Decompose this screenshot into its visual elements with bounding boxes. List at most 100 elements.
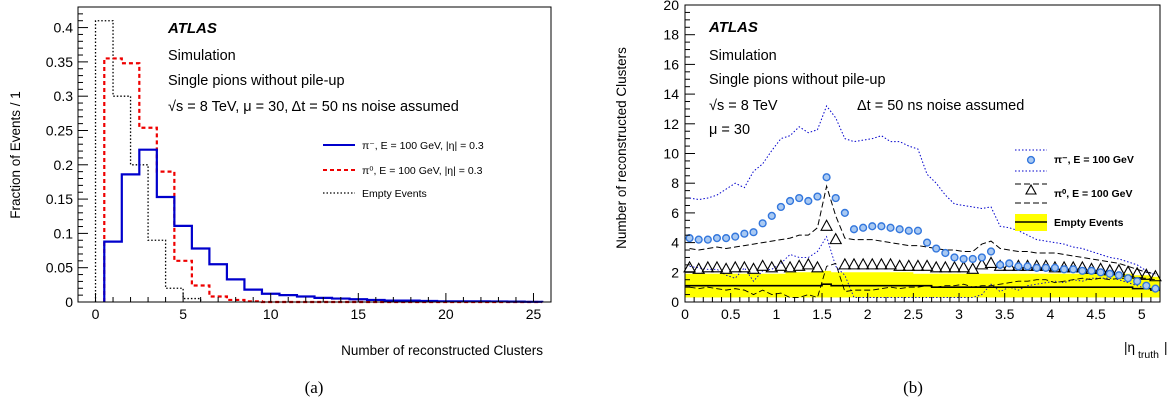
panel-b-x-tick-label: 3 <box>955 306 963 322</box>
pi-minus-marker <box>822 173 831 182</box>
panel-b-x-tick-label: 2 <box>864 306 872 322</box>
pi-zero-marker <box>719 262 733 274</box>
series-pi-zero-hist <box>103 57 543 304</box>
pi-minus-marker <box>941 248 950 258</box>
pi-minus-marker <box>1105 269 1114 278</box>
panel-a-conditions: √s = 8 TeV, μ = 30, Δt = 50 ns noise ass… <box>168 99 459 115</box>
panel-a-y-tick-label: 0.4 <box>54 20 74 36</box>
legend-spacer <box>1015 187 1047 209</box>
pi-minus-marker <box>1005 259 1014 268</box>
panel-b-x-tick-label: 1.5 <box>812 306 832 322</box>
pi-zero-marker <box>829 232 843 245</box>
pi-zero-marker <box>765 260 779 273</box>
panel-a-y-tick-label: 0.25 <box>46 122 73 138</box>
pi-zero-marker <box>874 257 888 270</box>
legend-label-empty-b: Empty Events <box>1054 217 1124 229</box>
panel-b-x-axis-label-bar: | <box>1164 340 1168 355</box>
pi-minus-marker <box>859 223 868 232</box>
empty-events-band <box>685 270 1160 298</box>
pi-zero-marker <box>929 260 943 273</box>
pi-minus-marker <box>886 223 895 232</box>
panel-a-y-tick-label: 0.1 <box>54 225 74 241</box>
pi-minus-marker <box>703 235 712 244</box>
legend-label-pi-minus: π⁻, E = 100 GeV, |η| = 0.3 <box>362 140 484 152</box>
pi-minus-marker <box>767 211 776 220</box>
pi-minus-marker <box>813 192 822 201</box>
pi-minus-marker <box>731 232 740 241</box>
legend-label-pi-zero-b: π⁰, E = 100 GeV <box>1054 188 1133 200</box>
pi-zero-marker <box>938 260 952 273</box>
pi-zero-marker <box>728 260 742 273</box>
panel-b-x-tick-label: 4.5 <box>1086 306 1106 322</box>
pi-minus-marker <box>932 244 941 253</box>
panel-a-x-ticks: 0 5 10 15 20 25 <box>77 293 552 322</box>
panel-b-x-ticks: 0 0.5 1 1.5 2 2.5 3 3.5 4 4.5 5 <box>681 293 1161 322</box>
panel-b-simulation: Simulation <box>709 48 777 64</box>
pi-minus-marker <box>904 226 913 235</box>
panel-b-x-tick-label: 1 <box>772 306 780 322</box>
legend-label-pi-zero: π⁰, E = 100 GeV, |η| = 0.3 <box>362 165 483 177</box>
panel-b-x-tick-label: 0.5 <box>721 306 741 322</box>
panel-a-y-tick-label: 0 <box>65 294 73 310</box>
pi-zero-marker <box>948 260 961 273</box>
panel-a-y-tick-label: 0.2 <box>54 157 74 173</box>
pi-zero-marker <box>737 260 751 273</box>
panel-a-plot-area <box>94 20 544 304</box>
pi-minus-marker <box>776 202 786 212</box>
pi-minus-marker <box>694 235 703 244</box>
panel-b-x-axis-label: |η truth | <box>1124 340 1168 361</box>
pi-minus-marker <box>922 238 932 247</box>
pi-minus-marker <box>1078 266 1087 275</box>
pi-minus-marker <box>1123 274 1133 283</box>
panel-a-x-tick-label: 0 <box>92 306 100 322</box>
panel-a-y-ticks: 0 0.05 0.1 0.15 0.2 0.25 0.3 0.35 0.4 <box>46 6 88 310</box>
panel-a-y-tick-label: 0.05 <box>46 260 73 276</box>
pi-minus-marker <box>795 193 804 203</box>
panel-b-y-ticks: 0 2 4 6 8 10 12 14 16 18 20 <box>663 0 695 310</box>
pi-minus-marker <box>1114 271 1123 280</box>
panel-b-x-tick-label: 4 <box>1046 306 1054 322</box>
pi-zero-marker <box>774 259 788 271</box>
pi-minus-marker <box>1023 262 1032 271</box>
panel-b-noise: Δt = 50 ns noise assumed <box>857 98 1024 114</box>
panel-b-plot-area <box>683 104 1162 299</box>
panel-b-pileup: μ = 30 <box>709 122 750 138</box>
pi-minus-upper-band <box>689 104 1156 276</box>
pi-zero-marker <box>856 257 870 270</box>
pi-zero-marker <box>747 262 760 274</box>
pi-minus-marker <box>959 254 968 264</box>
pi-minus-marker <box>1133 277 1142 286</box>
pi-minus-marker <box>895 225 904 234</box>
pi-minus-marker <box>785 196 795 206</box>
pi-minus-marker <box>831 193 840 203</box>
panel-b-y-tick-label: 12 <box>663 116 679 132</box>
panel-a-legend: π⁻, E = 100 GeV, |η| = 0.3 π⁰, E = 100 G… <box>323 140 484 200</box>
pi-zero-marker <box>975 257 989 270</box>
panel-a-atlas-label: ATLAS <box>167 20 217 37</box>
pi-minus-marker <box>1059 265 1069 274</box>
pi-minus-marker <box>1142 281 1151 290</box>
panel-a-x-tick-label: 15 <box>351 306 367 322</box>
panel-a-x-tick-label: 5 <box>179 306 187 322</box>
pi-minus-marker <box>849 225 859 234</box>
panel-b-y-tick-label: 20 <box>663 0 679 13</box>
pi-minus-marker <box>1151 284 1160 293</box>
panel-a-x-tick-label: 25 <box>526 306 542 322</box>
pi-zero-marker <box>966 262 980 274</box>
panel-a-description: Single pions without pile-up <box>168 73 345 89</box>
panel-b-y-axis-label: Number of reconstructed Clusters <box>614 47 629 249</box>
panel-a-y-tick-label: 0.3 <box>54 88 74 104</box>
legend-label-pi-minus-b: π⁻, E = 100 GeV <box>1054 154 1134 166</box>
pi-zero-marker <box>911 259 925 271</box>
pi-minus-marker <box>913 226 923 235</box>
panel-b-energy: √s = 8 TeV <box>709 98 778 114</box>
pi-minus-marker <box>1041 263 1050 272</box>
pi-minus-marker <box>1050 263 1060 272</box>
panel-b-y-tick-label: 16 <box>663 56 679 72</box>
panel-b-y-tick-label: 10 <box>663 146 679 162</box>
pi-minus-marker <box>712 234 722 243</box>
pi-minus-marker <box>877 222 886 231</box>
legend-marker-pi-zero <box>1025 183 1037 195</box>
pi-zero-marker <box>783 260 797 273</box>
panel-b-y-tick-label: 2 <box>671 264 679 280</box>
